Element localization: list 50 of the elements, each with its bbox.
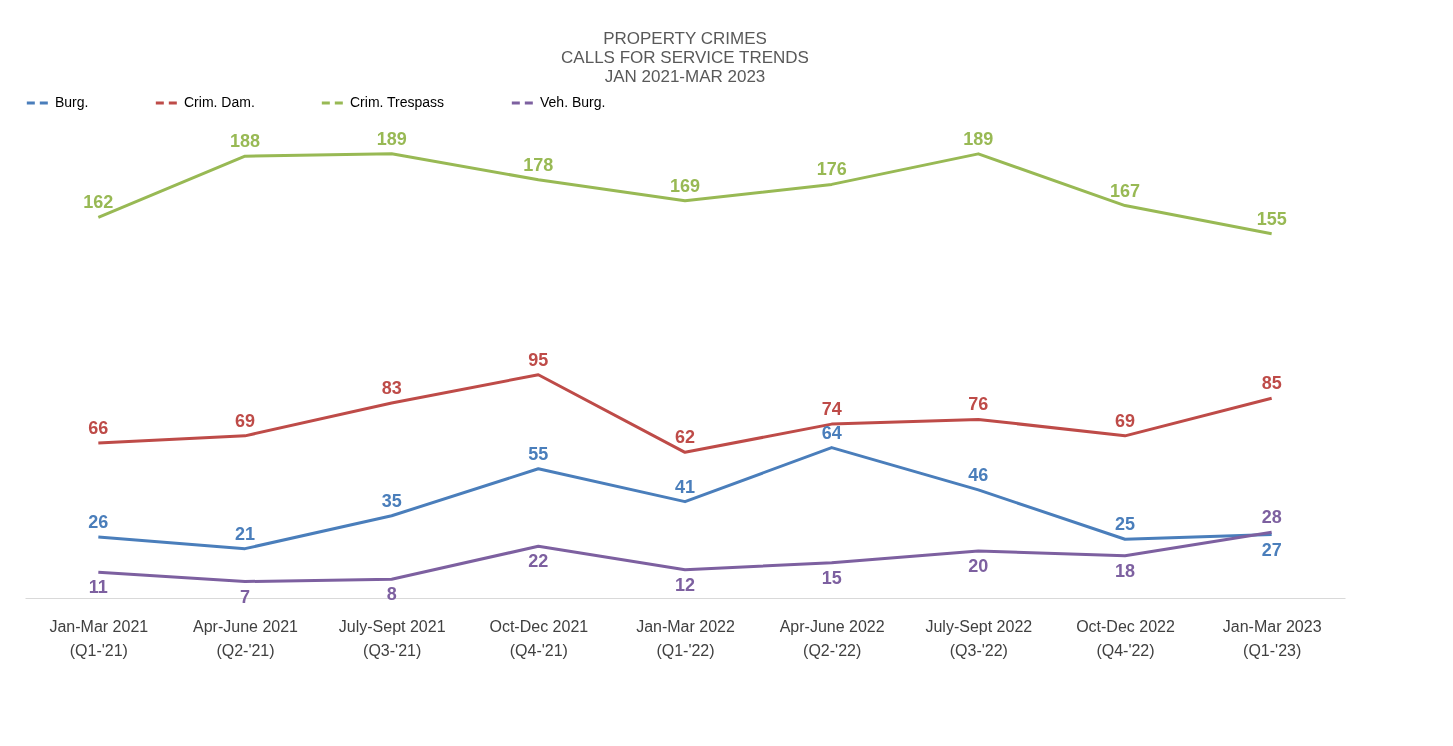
data-label: 26 — [88, 511, 109, 532]
data-label: 69 — [234, 410, 256, 431]
x-tick-label: Jan-Mar 2023 (Q1-'23) — [1222, 617, 1322, 659]
data-label: 41 — [674, 476, 696, 497]
data-label: 189 — [376, 128, 407, 149]
x-tick-label: Jan-Mar 2021 (Q1-'21) — [49, 617, 149, 659]
data-label: 55 — [528, 443, 549, 464]
data-label: 22 — [528, 551, 549, 572]
x-tick-label: Oct-Dec 2021 (Q4-'21) — [489, 617, 589, 659]
data-label: 46 — [968, 464, 989, 485]
data-label: 69 — [1114, 410, 1136, 431]
legend-label: Crim. Dam. — [184, 94, 255, 110]
data-label: 74 — [821, 399, 842, 420]
x-tick-label: Apr-June 2022 (Q2-'22) — [779, 617, 885, 659]
data-label: 85 — [1261, 373, 1282, 394]
legend-label: Crim. Trespass — [350, 94, 445, 110]
x-tick-label: July-Sept 2021 (Q3-'21) — [338, 617, 446, 659]
data-label: 21 — [234, 523, 256, 544]
data-label: 66 — [88, 417, 109, 438]
data-label: 167 — [1109, 180, 1141, 201]
data-label: 8 — [386, 584, 397, 605]
data-label: 20 — [968, 556, 989, 576]
data-label: 83 — [381, 377, 402, 398]
data-label: 188 — [229, 131, 261, 152]
data-label: 12 — [674, 574, 696, 595]
data-label: 76 — [968, 394, 989, 415]
legend-label: Veh. Burg. — [540, 94, 606, 110]
data-label: 95 — [528, 349, 549, 370]
data-label: 11 — [88, 577, 108, 598]
chart-title: PROPERTY CRIMES CALLS FOR SERVICE TRENDS JAN 2021-MAR 2023 — [561, 29, 809, 86]
data-label: 35 — [381, 490, 402, 511]
x-tick-label: July-Sept 2022 (Q3-'22) — [925, 617, 1033, 659]
x-tick-label: Jan-Mar 2022 (Q1-'22) — [636, 617, 735, 659]
data-label: 169 — [669, 175, 701, 196]
data-label: 176 — [816, 159, 847, 180]
data-label: 62 — [674, 427, 696, 448]
data-label: 18 — [1114, 560, 1136, 581]
data-label: 15 — [821, 567, 842, 588]
data-label: 27 — [1261, 539, 1282, 560]
data-label: 7 — [239, 586, 251, 607]
data-label: 25 — [1114, 514, 1136, 535]
data-label: 178 — [523, 154, 554, 175]
data-label: 189 — [963, 128, 994, 149]
x-tick-label: Oct-Dec 2022 (Q4-'22) — [1076, 617, 1175, 659]
x-tick-label: Apr-June 2021 (Q2-'21) — [193, 617, 299, 659]
legend-label: Burg. — [55, 94, 89, 110]
data-label: 155 — [1256, 208, 1287, 229]
data-label: 162 — [83, 192, 114, 213]
data-label: 28 — [1261, 507, 1282, 528]
data-label: 64 — [821, 422, 842, 443]
